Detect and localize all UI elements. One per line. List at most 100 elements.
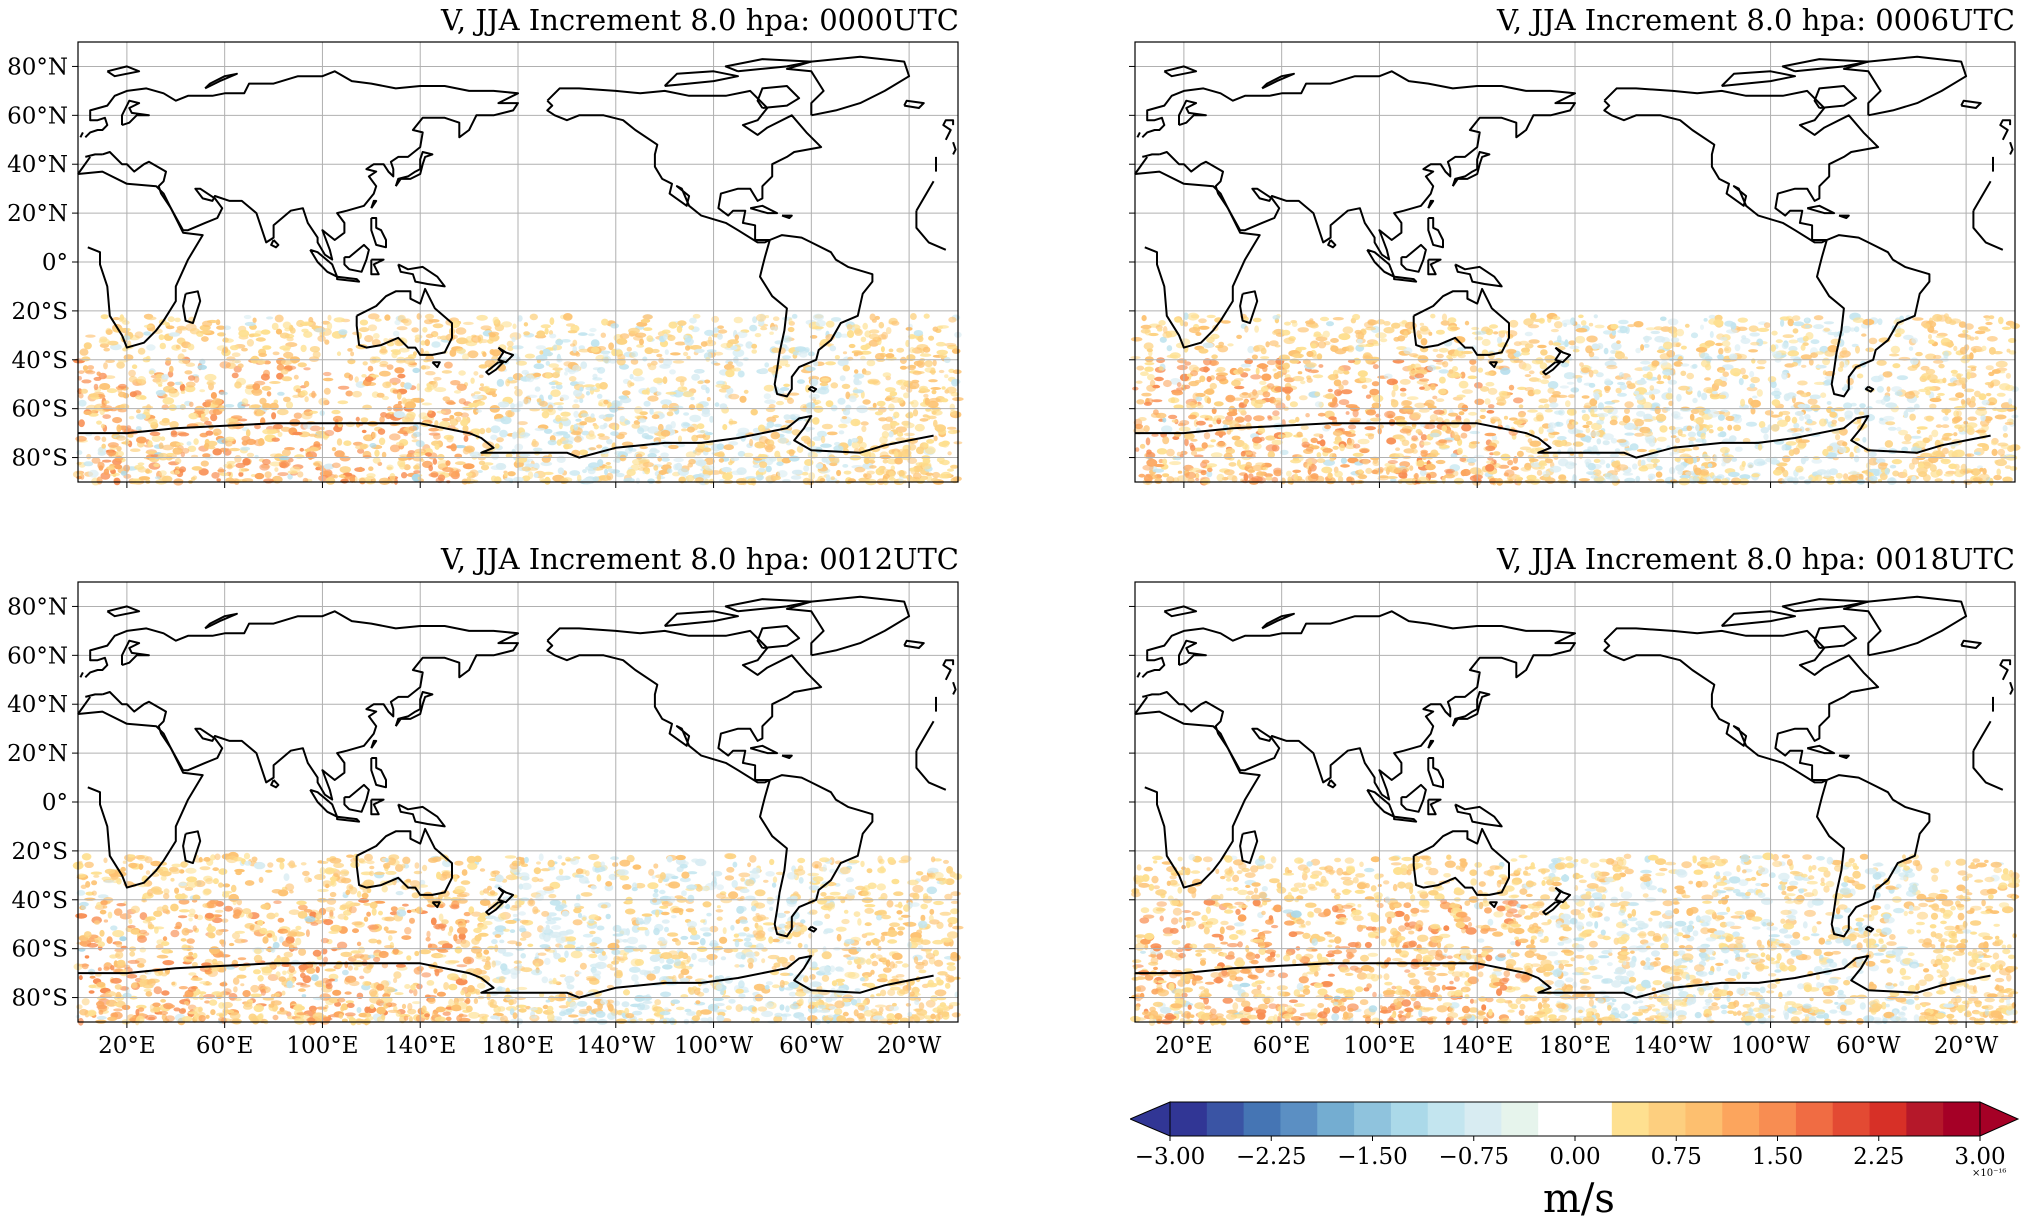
increment-blob [1556, 436, 1567, 441]
increment-blob [1451, 373, 1463, 378]
increment-blob [616, 338, 628, 345]
increment-blob [1810, 404, 1821, 411]
increment-blob [1474, 330, 1487, 335]
coastline [79, 131, 84, 138]
increment-blob [283, 396, 291, 403]
increment-blob [1446, 354, 1452, 359]
increment-blob [926, 439, 935, 444]
increment-blob [1700, 324, 1704, 330]
increment-blob [725, 369, 735, 378]
increment-blob [1945, 342, 1955, 348]
increment-blob [1372, 364, 1379, 370]
increment-blob [252, 317, 257, 323]
increment-blob [167, 316, 175, 323]
increment-blob [1433, 409, 1445, 415]
increment-blob [1485, 445, 1496, 451]
increment-blob [476, 401, 485, 406]
increment-blob [1903, 410, 1909, 419]
increment-blob [1586, 471, 1596, 475]
increment-blob [573, 423, 579, 431]
increment-blob [548, 363, 560, 368]
increment-blob [136, 413, 146, 420]
increment-blob [1510, 466, 1519, 471]
increment-blob [1920, 452, 1933, 458]
increment-blob [1655, 471, 1663, 478]
increment-blob [1823, 327, 1831, 332]
increment-blob [284, 365, 297, 371]
increment-blob [442, 467, 454, 473]
increment-blob [1746, 386, 1758, 392]
increment-blob [701, 407, 711, 415]
increment-blob [1738, 378, 1744, 386]
increment-blob [1390, 399, 1399, 408]
increment-blob [345, 390, 354, 397]
increment-blob [185, 362, 196, 367]
increment-blob [1790, 427, 1803, 432]
increment-blob [1525, 448, 1535, 453]
increment-blob [1305, 413, 1310, 418]
increment-blob [1609, 453, 1620, 458]
increment-blob [1190, 438, 1198, 442]
increment-blob [1935, 424, 1943, 428]
increment-blob [1953, 449, 1965, 458]
increment-blob [1894, 333, 1902, 338]
increment-blob [1709, 393, 1720, 398]
increment-blob [1938, 363, 1945, 369]
increment-blob [524, 353, 536, 359]
increment-blob [642, 462, 654, 468]
increment-blob [1314, 391, 1321, 397]
increment-blob [1486, 410, 1495, 414]
coastline [1806, 204, 1836, 215]
increment-blob [241, 398, 249, 406]
increment-blob [425, 333, 434, 339]
increment-blob [287, 473, 293, 480]
increment-blob [563, 361, 573, 367]
increment-blob [219, 472, 229, 477]
increment-blob [1241, 479, 1250, 484]
increment-blob [1955, 392, 1965, 399]
increment-blob [99, 383, 111, 390]
increment-blob [312, 351, 321, 359]
increment-blob [260, 373, 270, 381]
increment-blob [1781, 478, 1787, 485]
increment-blob [445, 460, 451, 466]
coastline [1454, 263, 1503, 288]
increment-blob [696, 423, 705, 430]
increment-blob [357, 448, 365, 454]
increment-blob [1513, 420, 1523, 425]
increment-blob [1657, 374, 1662, 381]
increment-blob [673, 463, 679, 471]
increment-blob [1469, 365, 1478, 373]
increment-blob [1163, 379, 1172, 388]
increment-blob [1996, 392, 2006, 397]
increment-blob [280, 359, 293, 366]
increment-blob [1429, 414, 1438, 422]
increment-blob [466, 476, 472, 485]
increment-blob [1757, 327, 1770, 332]
increment-blob [1410, 443, 1417, 450]
increment-blob [1543, 403, 1550, 409]
increment-blob [924, 397, 930, 406]
increment-blob [1815, 351, 1825, 355]
increment-blob [847, 438, 852, 447]
increment-blob [1524, 331, 1533, 337]
increment-blob [1906, 478, 1912, 484]
increment-blob [670, 352, 681, 356]
increment-blob [1325, 393, 1335, 400]
coastline [915, 180, 935, 212]
increment-blob [1485, 381, 1495, 387]
increment-blob [950, 464, 959, 469]
increment-blob [1547, 381, 1559, 389]
increment-blob [1709, 331, 1714, 338]
increment-blob [1782, 455, 1791, 463]
increment-blob [763, 393, 772, 400]
increment-blob [1238, 407, 1246, 413]
increment-blob [561, 440, 574, 445]
increment-blob [1322, 330, 1330, 338]
increment-blob [1781, 342, 1789, 350]
increment-blob [1877, 374, 1884, 382]
increment-blob [1190, 444, 1196, 452]
increment-blob [146, 344, 156, 351]
increment-blob [1536, 414, 1544, 422]
increment-blob [720, 342, 733, 349]
